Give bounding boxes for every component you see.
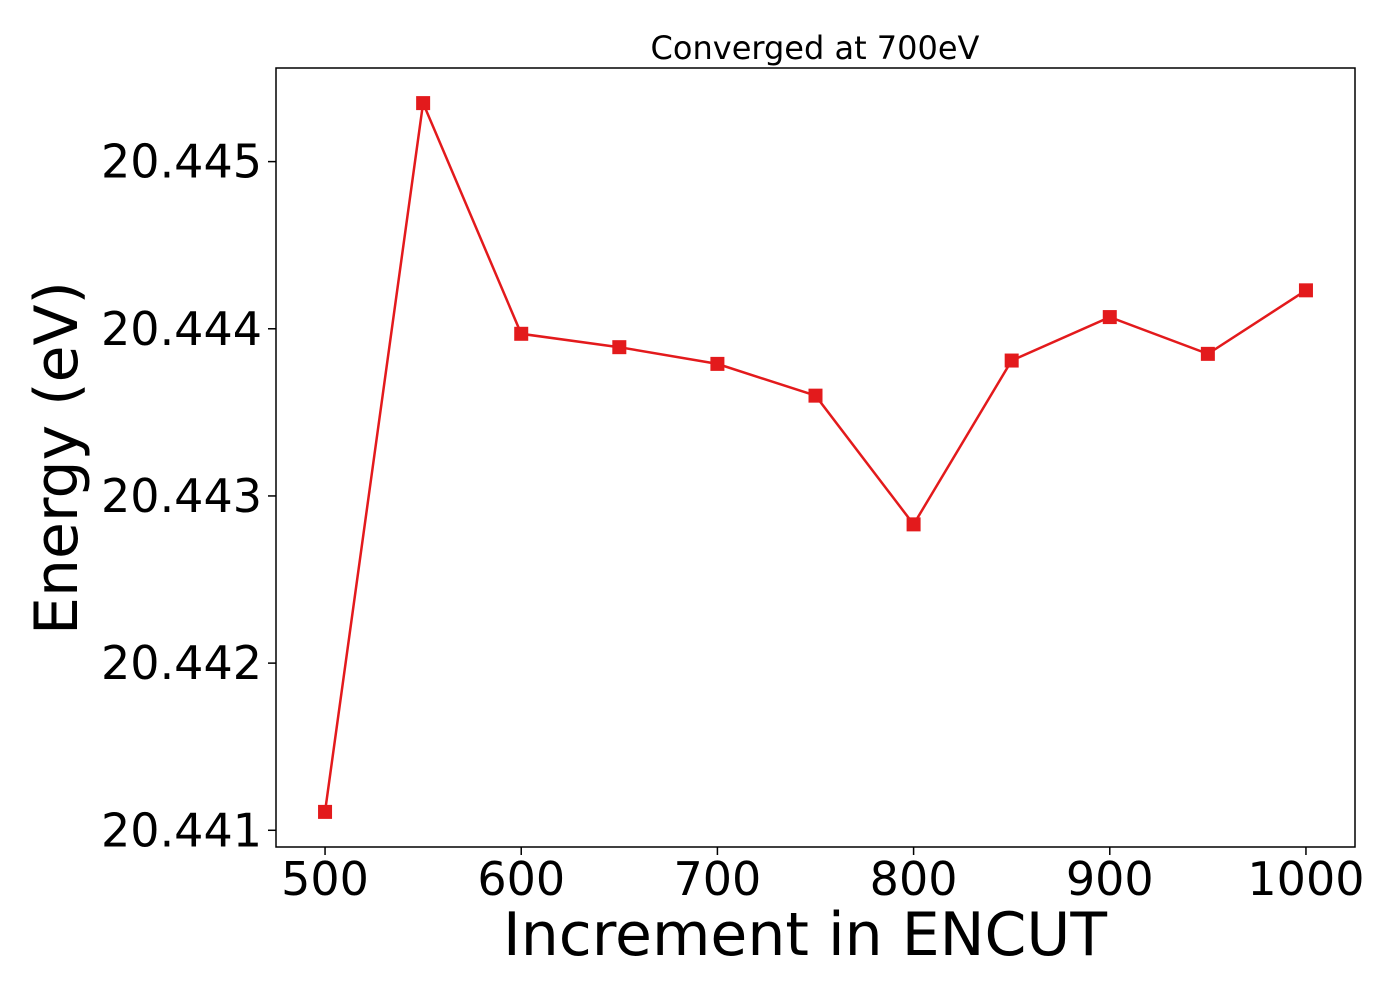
data-point: [1004, 353, 1019, 368]
series-line: [323, 98, 1307, 813]
x-tick-label: 1000: [1247, 852, 1364, 906]
x-tick-label: 700: [674, 852, 762, 906]
data-point: [808, 388, 823, 403]
series-layer: [318, 96, 1313, 819]
data-point: [416, 96, 431, 111]
x-axis-title: Increment in ENCUT: [503, 900, 1107, 970]
y-tick-label: 20.443: [101, 469, 262, 523]
plot-area-frame: [275, 67, 1356, 848]
data-point: [514, 326, 529, 341]
data-point: [612, 340, 627, 355]
data-point: [1102, 310, 1117, 325]
x-tick-label: 600: [477, 852, 565, 906]
y-tick-label: 20.444: [101, 302, 262, 356]
data-point: [1200, 346, 1215, 361]
data-point: [1298, 283, 1313, 298]
y-axis: 20.441 20.442 20.443 20.444 20.445: [101, 135, 276, 857]
x-tick-label: 500: [281, 852, 369, 906]
data-point: [906, 517, 921, 532]
data-point: [710, 356, 725, 371]
x-tick-label: 800: [870, 852, 958, 906]
x-tick-label: 900: [1066, 852, 1154, 906]
x-axis: 500 600 700 800 900 1000: [281, 847, 1364, 906]
chart-title: Converged at 700eV: [651, 29, 980, 67]
y-tick-label: 20.445: [101, 135, 262, 189]
data-point: [318, 804, 333, 819]
y-tick-label: 20.441: [101, 803, 262, 857]
y-tick-label: 20.442: [101, 636, 262, 690]
y-axis-title: Energy (eV): [22, 281, 92, 635]
